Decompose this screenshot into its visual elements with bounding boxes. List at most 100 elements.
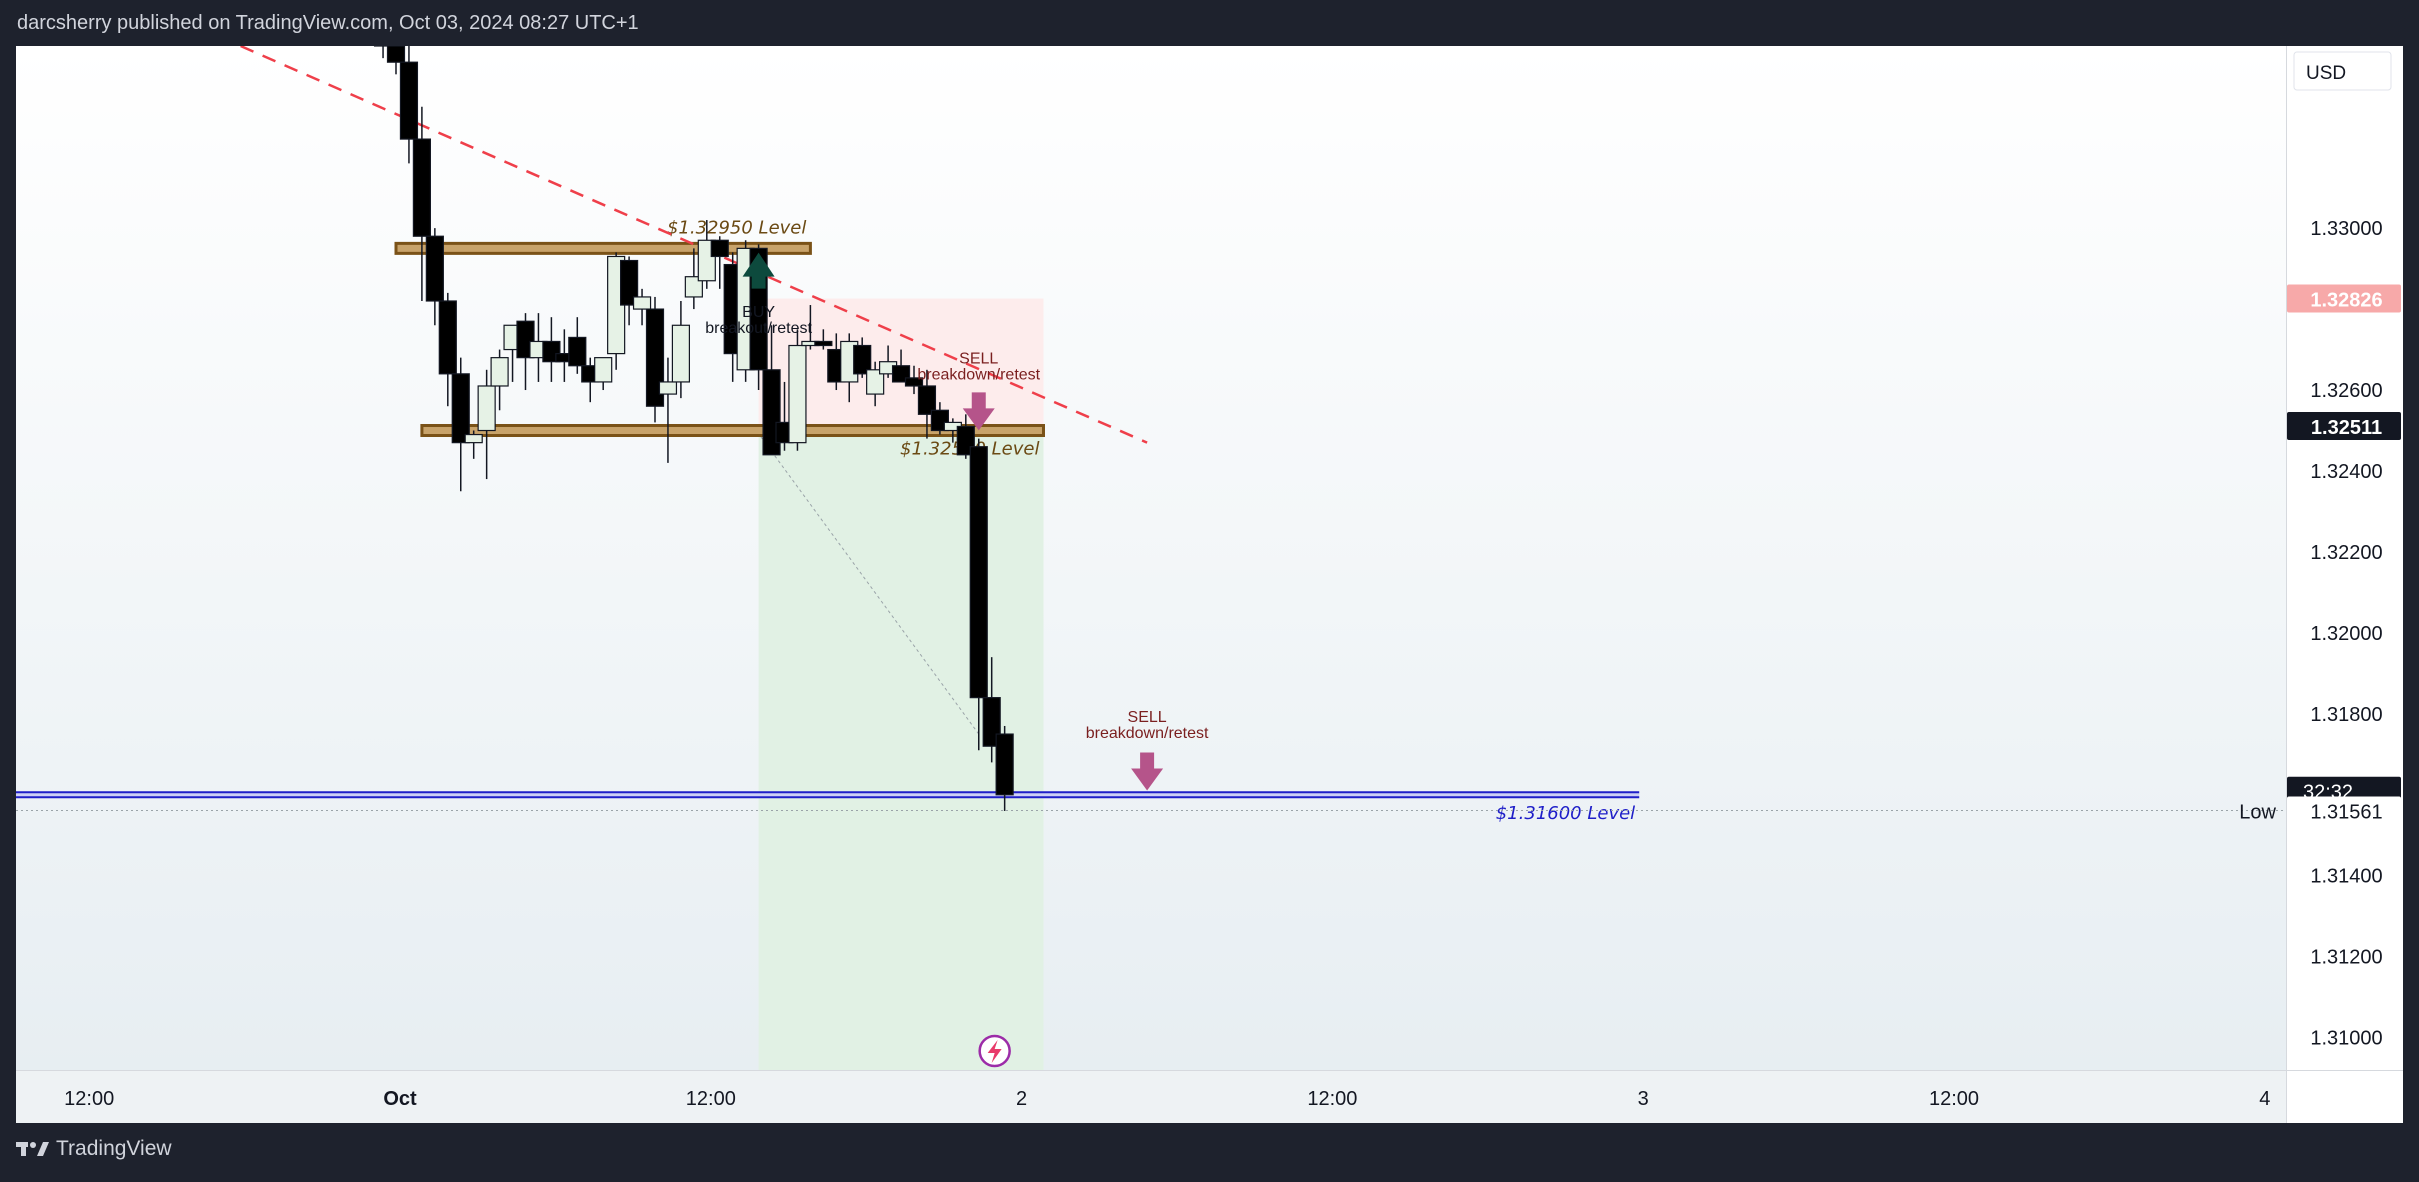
candle-body-down <box>451 373 470 444</box>
candle-body-down <box>995 733 1014 796</box>
candle-body-up <box>866 369 885 395</box>
tradingview-brand[interactable]: TradingView <box>16 1137 172 1161</box>
price-tick-label: 1.32600 <box>2310 380 2382 402</box>
candle-body-up <box>464 433 483 444</box>
price-tick-label: 1.33000 <box>2310 218 2382 240</box>
candle-body-down <box>904 377 924 387</box>
candle[interactable] <box>995 725 1014 811</box>
down-arrow-icon <box>1131 752 1164 791</box>
price-tag-1[interactable] <box>2287 412 2401 441</box>
price-tick-label: 1.32400 <box>2310 461 2382 483</box>
candle[interactable] <box>477 369 496 480</box>
level-line-0[interactable] <box>394 241 812 255</box>
time-tick-label: 12:00 <box>1307 1088 1357 1110</box>
currency-label: USD <box>2306 63 2346 84</box>
time-tick-label: 12:00 <box>64 1088 114 1110</box>
down-arrow-icon <box>962 392 995 431</box>
price-tag-label: 1.32826 <box>2310 290 2382 312</box>
price-chart[interactable]: $1.32950 Level$1.32500 Level$1.31600 Lev… <box>16 46 2403 1123</box>
price-tag-3[interactable] <box>2287 796 2401 825</box>
time-tick-label: 12:00 <box>686 1088 736 1110</box>
candle-body-up <box>594 357 613 383</box>
candle-body-down <box>438 300 457 375</box>
price-tick-label: 1.32000 <box>2310 623 2382 645</box>
candle[interactable] <box>969 438 988 751</box>
price-tag-0[interactable] <box>2287 284 2401 313</box>
lightning-event-icon[interactable] <box>978 1034 1011 1068</box>
candle[interactable] <box>619 256 639 326</box>
candle-body-up <box>477 385 496 432</box>
candle-body-up <box>490 357 509 387</box>
candle[interactable] <box>658 357 678 463</box>
annotation-text: breakout/retest <box>705 320 812 337</box>
time-tick-label: 2 <box>1016 1088 1027 1110</box>
candle[interactable] <box>464 430 483 459</box>
candle[interactable] <box>399 46 419 164</box>
annotation-text: BUY <box>742 304 775 321</box>
candle-body-up <box>632 296 652 310</box>
plot-background[interactable] <box>16 46 2286 1070</box>
candle[interactable] <box>904 365 924 395</box>
candle[interactable] <box>438 292 457 407</box>
candle[interactable] <box>814 329 833 350</box>
candle-body-down <box>568 336 587 367</box>
candle[interactable] <box>373 46 393 59</box>
chart-frame[interactable]: $1.32950 Level $1.32500 Level $1.31600 Lev… <box>16 46 2403 1123</box>
candle[interactable] <box>853 337 872 378</box>
candle[interactable] <box>866 361 885 407</box>
candle-body-up <box>788 344 807 444</box>
time-tick-label: 12:00 <box>1929 1088 1979 1110</box>
candle[interactable] <box>386 46 406 75</box>
candle[interactable] <box>490 349 509 411</box>
price-tick-label: 1.31400 <box>2310 866 2382 888</box>
candle-body-up <box>671 324 691 383</box>
candle[interactable] <box>594 357 613 391</box>
candle-body-down <box>853 344 872 375</box>
candle-body-down <box>814 340 833 347</box>
candle-body-down <box>425 235 444 302</box>
up-arrow-icon <box>742 252 775 289</box>
time-axis-background[interactable] <box>16 1070 2286 1123</box>
event-bolt <box>987 1040 1002 1063</box>
price-tick-label: 1.32200 <box>2310 542 2382 564</box>
trendline[interactable] <box>240 46 1148 444</box>
price-tick-label: 1.31800 <box>2310 704 2382 726</box>
candle-body-down <box>399 61 419 140</box>
candle[interactable] <box>568 317 587 374</box>
low-side-label: Low <box>2239 802 2276 824</box>
candle-body-up <box>658 381 678 395</box>
publish-info-text: darcsherry published on TradingView.com,… <box>17 12 639 34</box>
candle[interactable] <box>632 288 652 326</box>
candle[interactable] <box>451 357 470 492</box>
candle[interactable] <box>425 228 444 326</box>
axis-corner <box>2286 1070 2403 1123</box>
annotation-text: breakdown/retest <box>1086 725 1209 742</box>
currency-button[interactable] <box>2293 51 2392 91</box>
candle[interactable] <box>917 369 937 439</box>
candle-body-down <box>412 138 431 237</box>
candle-body-down <box>619 259 639 306</box>
plot-area: $1.32950 Level$1.32500 Level$1.31600 Lev… <box>16 46 2286 1070</box>
level-line-2[interactable] <box>16 791 1640 798</box>
price-axis-background[interactable] <box>2286 46 2403 1070</box>
candle[interactable] <box>645 296 665 423</box>
annotation-text: SELL <box>959 351 998 368</box>
time-tick-label: Oct <box>383 1088 417 1110</box>
candle-body-down <box>917 385 937 415</box>
publish-header: darcsherry published on TradingView.com,… <box>0 0 2419 46</box>
candle[interactable] <box>412 106 431 301</box>
time-tick-label: 4 <box>2259 1088 2270 1110</box>
candle[interactable] <box>710 236 729 289</box>
candle[interactable] <box>684 248 703 310</box>
annotation-text: breakdown/retest <box>917 367 1040 384</box>
candle[interactable] <box>671 300 691 399</box>
position-path-line <box>760 436 980 735</box>
level-line-1[interactable] <box>420 424 1045 438</box>
candle-body-down <box>969 446 988 699</box>
candle[interactable] <box>788 329 807 451</box>
time-tick-label: 3 <box>1638 1088 1649 1110</box>
tradingview-brand-text: TradingView <box>56 1137 172 1160</box>
